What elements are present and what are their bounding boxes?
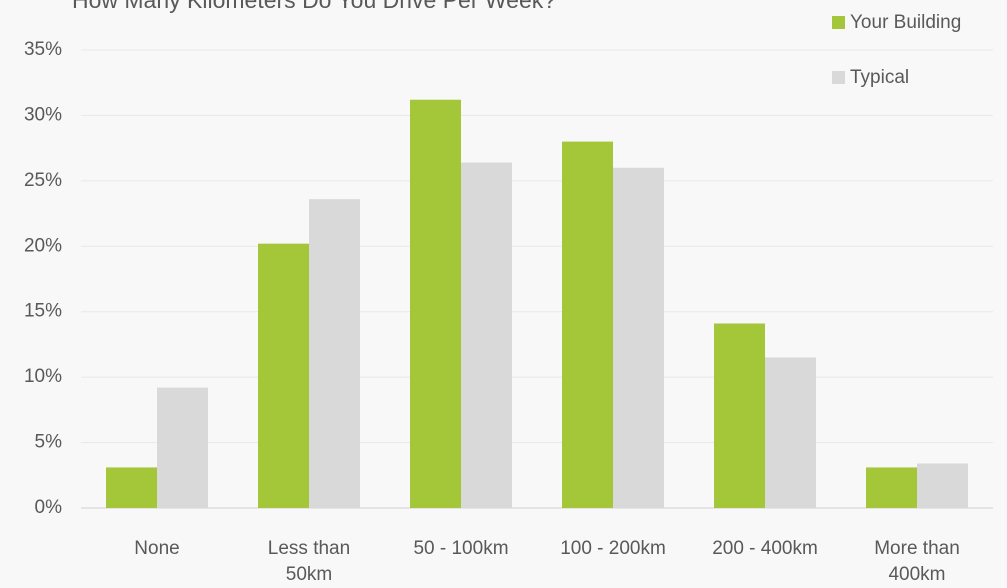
bar: [714, 323, 765, 508]
bar: [866, 467, 917, 508]
y-tick-label: 25%: [24, 170, 62, 191]
x-tick-label: 50 - 100km: [413, 538, 509, 559]
x-tick-label: Less than 50km: [267, 538, 351, 585]
legend-swatch: [832, 16, 845, 29]
bar: [562, 141, 613, 508]
bar: [309, 199, 360, 509]
chart-title: How Many Kilometers Do You Drive Per Wee…: [72, 0, 556, 13]
y-tick-label: 0%: [35, 497, 63, 518]
x-tick-label: 200 - 400km: [712, 538, 818, 559]
bar: [765, 357, 816, 508]
bar: [157, 387, 208, 508]
bar: [410, 99, 461, 509]
y-tick-label: 35%: [24, 39, 62, 60]
bar: [461, 162, 512, 508]
y-tick-label: 20%: [24, 235, 62, 256]
y-tick-label: 5%: [35, 432, 63, 453]
y-tick-label: 15%: [24, 301, 62, 322]
bar: [613, 167, 664, 508]
y-tick-label: 30%: [24, 104, 62, 125]
x-tick-label: More than 400km: [874, 538, 960, 585]
x-tick-label: 100 - 200km: [560, 538, 666, 559]
legend-label: Your Building: [850, 12, 961, 33]
legend-label: Typical: [850, 67, 909, 88]
legend-swatch: [832, 71, 845, 84]
bar: [917, 463, 968, 508]
x-tick-label: None: [134, 538, 180, 559]
bar: [258, 243, 309, 508]
bar: [106, 467, 157, 508]
y-tick-label: 10%: [24, 366, 62, 387]
